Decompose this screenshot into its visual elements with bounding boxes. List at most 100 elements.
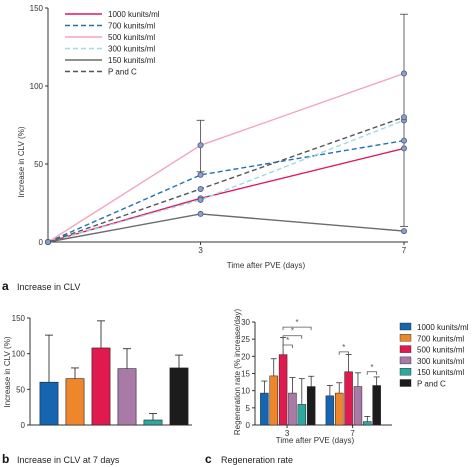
panel-c-bracket bbox=[338, 351, 349, 355]
panel-a-point bbox=[400, 114, 407, 121]
panel-c-legend-swatch bbox=[399, 356, 412, 365]
panel-c-legend-swatch bbox=[399, 334, 412, 342]
panel-a-series-lines bbox=[47, 72, 405, 243]
panel-c-significance-star: * bbox=[342, 343, 345, 352]
panel-c-legend-label: 700 kunits/ml bbox=[417, 334, 464, 343]
panel-c-significance-star: * bbox=[370, 363, 373, 372]
panel-c-y-tick-label: 15 bbox=[241, 370, 250, 379]
panel-c-legend-swatch bbox=[399, 345, 412, 353]
panel-a-xlabel: Time after PVE (days) bbox=[227, 261, 306, 270]
panel-c-y-tick-label: 0 bbox=[246, 421, 251, 430]
panel-a-axes: 0 50 100 150 3 7 bbox=[30, 4, 408, 255]
panel-b-y-tick-label: 150 bbox=[12, 314, 26, 323]
panel-c-legend-swatch bbox=[399, 368, 412, 376]
panel-b-caption: Increase in CLV at 7 days bbox=[17, 455, 120, 465]
panel-a-legend-label: 500 kunits/ml bbox=[108, 33, 155, 42]
panel-a-point bbox=[400, 70, 407, 77]
panel-c-xlabel: Time after PVE (days) bbox=[276, 436, 355, 445]
panel-a-legend: 1000 kunits/ml 700 kunits/ml 500 kunits/ml… bbox=[65, 10, 160, 77]
panel-a-data-points bbox=[45, 70, 407, 245]
panel-b-bar-chart: 0 50 100 150 Increase in CLV (%) b Increase… bbox=[2, 314, 192, 466]
panel-c-bar bbox=[288, 392, 297, 426]
panel-a-error-bars bbox=[196, 13, 408, 227]
panel-b-bar bbox=[169, 367, 189, 426]
panel-a-line-series-3 bbox=[47, 119, 405, 243]
panel-c-significance-star: * bbox=[286, 336, 289, 345]
panel-c-x-tick-label: 3 bbox=[285, 429, 290, 438]
panel-c-letter: c bbox=[205, 452, 212, 466]
panel-c-legend-label: 500 kunits/ml bbox=[417, 346, 464, 355]
panel-a-line-series-0 bbox=[47, 147, 405, 243]
panel-c-ylabel-line1: Regeneration rate (% increase/day) bbox=[233, 309, 242, 436]
panel-c-legend-swatch bbox=[399, 322, 412, 331]
panel-c-significance-star: * bbox=[296, 318, 299, 327]
panel-c-legend-label: 150 kunits/ml bbox=[417, 368, 464, 377]
panel-c-error-bars bbox=[261, 337, 380, 422]
panel-b-bar bbox=[143, 419, 163, 426]
panel-c-y-tick-label: 10 bbox=[241, 387, 250, 396]
panel-b-bars bbox=[39, 347, 189, 426]
panel-b-y-tick-label: 100 bbox=[12, 350, 26, 359]
panel-a-x-tick-label: 7 bbox=[402, 246, 407, 255]
panel-a-line-chart: 0 50 100 150 3 7 1000 kunits/ml 700 kunits/ml 5… bbox=[2, 4, 408, 293]
panel-b-y-tick-label: 50 bbox=[16, 385, 25, 394]
panel-b-ylabel: Increase in CLV (%) bbox=[3, 336, 12, 407]
panel-b-letter: b bbox=[2, 452, 9, 466]
panel-c-bar bbox=[372, 385, 381, 426]
panel-c-significance-brackets: ***** bbox=[282, 318, 378, 375]
panel-a-point bbox=[45, 238, 52, 245]
panel-b-error-bars bbox=[45, 320, 183, 421]
panel-b-bar bbox=[65, 378, 85, 426]
panel-c-y-tick-label: 5 bbox=[246, 404, 251, 413]
panel-b-bar bbox=[91, 347, 111, 426]
panel-c-legend-label: 1000 kunits/ml bbox=[417, 323, 469, 332]
panel-a-letter: a bbox=[2, 279, 9, 293]
panel-a-point bbox=[400, 228, 407, 235]
panel-a-caption: Increase in CLV bbox=[17, 282, 80, 292]
panel-a-legend-label: 300 kunits/ml bbox=[108, 45, 155, 54]
panel-a-y-tick-label: 50 bbox=[34, 160, 43, 169]
panel-c-caption: Regeneration rate bbox=[221, 455, 293, 465]
panel-c-bar bbox=[260, 392, 269, 426]
panel-a-y-tick-label: 0 bbox=[39, 238, 44, 247]
panel-a-y-tick-label: 150 bbox=[30, 4, 44, 13]
panel-c-legend-swatch bbox=[399, 379, 412, 387]
panel-c-bar bbox=[278, 354, 288, 426]
panel-c-y-tick-label: 20 bbox=[241, 352, 250, 361]
panel-a-y-tick-label: 100 bbox=[30, 82, 44, 91]
panel-c-y-tick-label: 25 bbox=[241, 335, 250, 344]
panel-c-bar bbox=[363, 421, 372, 426]
panel-a-legend-label: 150 kunits/ml bbox=[108, 56, 155, 65]
panel-c-bracket bbox=[366, 371, 378, 375]
panel-a-legend-label: 700 kunits/ml bbox=[108, 22, 155, 31]
panel-c-x-tick-label: 7 bbox=[350, 429, 355, 438]
panel-a-point bbox=[197, 210, 204, 217]
panel-a-legend-label: 1000 kunits/ml bbox=[108, 10, 160, 19]
panel-a-point bbox=[197, 171, 204, 178]
panel-c-y-tick-label: 30 bbox=[241, 318, 250, 327]
panel-b-bar bbox=[117, 368, 137, 426]
panel-c-bar bbox=[306, 386, 316, 426]
panel-a-ylabel: Increase in CLV (%) bbox=[17, 126, 26, 197]
panel-c-bracket bbox=[282, 344, 293, 349]
panel-a-point bbox=[400, 145, 407, 152]
panel-c-bars bbox=[260, 354, 381, 426]
panel-c-legend-label: P and C bbox=[417, 380, 446, 389]
panel-c-bar bbox=[335, 392, 344, 426]
panel-c-bracket bbox=[282, 326, 312, 331]
panel-c-bar bbox=[353, 386, 363, 426]
panel-a-point bbox=[197, 196, 204, 203]
panel-b-bar bbox=[39, 381, 59, 426]
panel-a-legend-label: P and C bbox=[108, 68, 137, 77]
panel-c-bracket bbox=[282, 335, 303, 339]
panel-a-point bbox=[197, 142, 204, 149]
panel-a-x-tick-label: 3 bbox=[198, 246, 203, 255]
panel-c-bar bbox=[344, 371, 353, 426]
panel-a-point bbox=[400, 137, 407, 144]
panel-c-legend: 1000 kunits/ml 700 kunits/ml 500 kunits/ml… bbox=[399, 322, 469, 389]
panel-c-legend-label: 300 kunits/ml bbox=[417, 357, 464, 366]
panel-c-bar bbox=[297, 404, 307, 426]
panel-c-bar bbox=[325, 395, 335, 426]
